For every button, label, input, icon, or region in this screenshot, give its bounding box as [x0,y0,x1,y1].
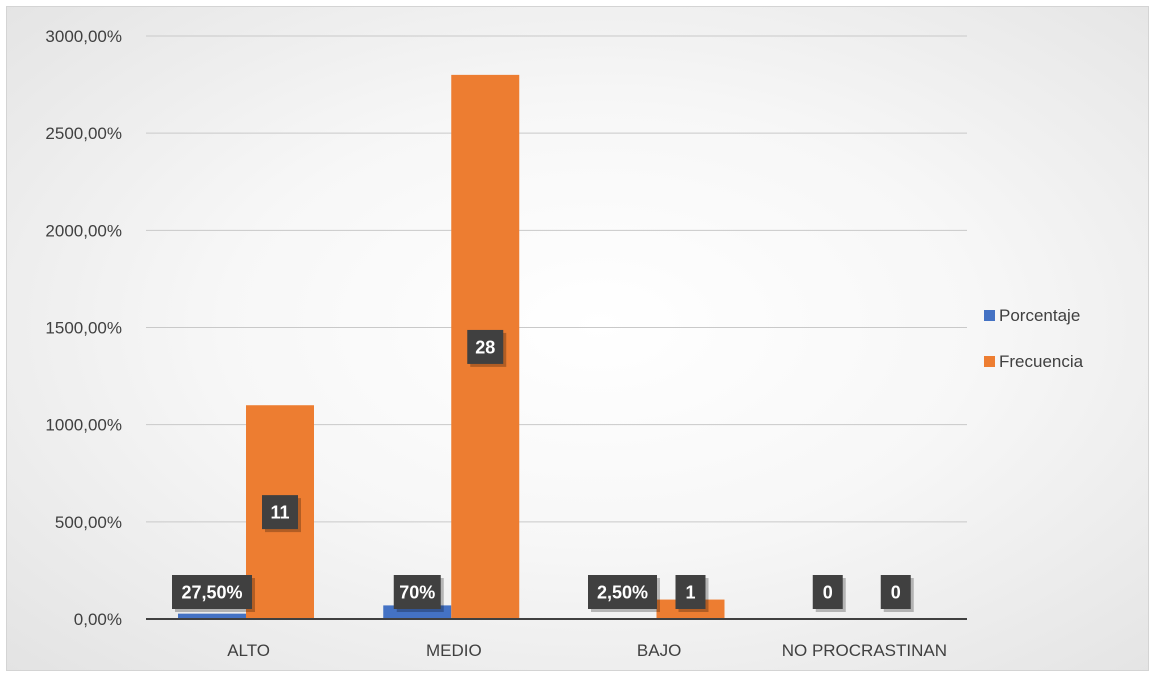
x-category-label: ALTO [227,641,270,660]
y-tick-label: 1000,00% [45,416,122,435]
bars [178,74,725,619]
data-label-frecuencia-box [880,575,911,609]
bar-porcentaje-alto [178,613,246,619]
y-tick-label: 2500,00% [45,124,122,143]
y-tick-label: 500,00% [55,513,122,532]
chart-area [6,6,1149,671]
data-label-frecuencia-box [675,575,706,609]
data-label-frecuencia: 0 [891,583,901,603]
legend-label-porcentaje: Porcentaje [999,306,1080,325]
y-tick-label: 0,00% [74,610,122,629]
legend: Porcentaje Frecuencia [984,306,1084,371]
data-label-porcentaje: 27,50% [181,583,242,603]
y-tick-label: 3000,00% [45,27,122,46]
data-labels: 27,50% 11 70% 28 2,50% 1 0 0 [172,329,914,612]
data-label-porcentaje-box [588,575,657,609]
data-label-porcentaje: 0 [823,583,833,603]
y-tick-label: 2000,00% [45,221,122,240]
y-tick-label: 1500,00% [45,319,122,338]
legend-swatch-frecuencia [984,356,995,367]
x-category-label: MEDIO [426,641,482,660]
x-category-label: BAJO [637,641,681,660]
data-label-porcentaje: 70% [399,583,435,603]
data-label-porcentaje: 2,50% [597,583,648,603]
data-label-frecuencia: 11 [270,503,289,523]
data-label-frecuencia-box [467,329,504,364]
x-axis-category-labels: ALTO MEDIO BAJO NO PROCRASTINAN [227,641,947,660]
legend-label-frecuencia: Frecuencia [999,352,1084,371]
data-label-porcentaje-box [812,575,843,609]
data-label-porcentaje-box [172,575,252,609]
data-label-frecuencia: 28 [475,337,495,357]
data-label-frecuencia-box [262,495,298,530]
data-label-frecuencia: 1 [685,583,695,603]
x-category-label: NO PROCRASTINAN [782,641,947,660]
data-label-porcentaje-box [393,575,441,609]
legend-swatch-porcentaje [984,310,995,321]
y-axis-tick-labels: 0,00% 500,00% 1000,00% 1500,00% 2000,00% 2500… [45,27,122,629]
bar-frecuencia-bajo [656,599,725,619]
